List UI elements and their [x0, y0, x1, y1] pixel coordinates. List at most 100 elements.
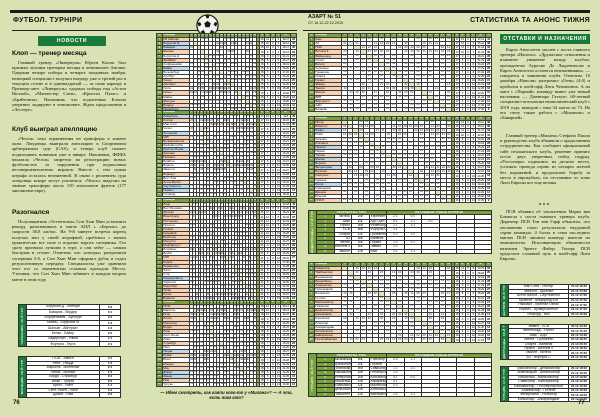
stat-cell: 6 — [274, 53, 282, 59]
stat-cell: 12 — [274, 271, 282, 277]
home-team: Денизлиспор — [333, 387, 352, 393]
table-row: 19 Норвич 3:1 4:0 2:3 2:1 1:3 0:2 3:2 4:0 2:1 3:1 17… — [156, 187, 297, 193]
fixture-table: ГЕРМАНИЯ. 16-Й ТУР Боруссия Д - Лейпциг 3:… — [18, 303, 121, 348]
summary-header: О — [290, 32, 297, 39]
table-row: 19 Брешия 1:0 1:2 0:0 4:0 2:2 1:0 0:0 0:0 3:2 4:1 2:… — [308, 193, 492, 199]
table-row: 15 Удинезе 2:1 0:1 0:0 3:2 1:0 1:2 4:1 3:2 2:1 16 6 0… — [308, 177, 492, 183]
stat-cell: 13 — [469, 197, 477, 204]
history-score — [438, 391, 457, 398]
points-cell: 12 — [290, 381, 297, 388]
opp-number-header: 16 — [239, 299, 244, 306]
fixtures-france: ФРАНЦИЯ. 18-Й ТУР ПСЖ - Амьен 4:1 Ренн - Ни… — [18, 356, 121, 398]
results-header-row: НИДЕРЛАНДЫ. 17-Й ТУР РЕЗУЛЬТАТЫ ТУРА ПОСЛЕ… — [308, 209, 492, 255]
table-row: 10 Аугсбург 0:1 1:0 3:0 3:2 0:2 1:0 3:2 0:2 0:2 2:2… — [156, 74, 297, 80]
away-team: АДО Ден Хааг — [368, 218, 387, 225]
league-label: ФРАНЦИЯ. 18-Й ТУР — [18, 356, 27, 398]
table-header-row: М Команды 1 2 3 4 5 6 7 8 9 10 11 12 13 14 15 16 17 18 И В Н П М… — [156, 32, 297, 39]
opp-number-header: 6 — [203, 197, 207, 204]
opp-number-header: 16 — [239, 109, 244, 116]
joke-caption: — Идем смотреть, как взяли кого-то у «Ми… — [160, 390, 293, 400]
stat-cell: 11 — [274, 175, 282, 181]
table-row: 17 Дижон 0:2 3:1 2:0 1:1 2:0 1:0 3:2 2:2 2:2 2:1 2:1… — [156, 369, 297, 375]
opp-number-header: 4 — [197, 197, 202, 204]
match-value: 22.12 16:00 — [568, 311, 590, 318]
opp-number-header: 12 — [219, 197, 224, 204]
result-row: 9 Зволле 1:0 ВВВ 4:1 1:3 — [309, 248, 492, 255]
history-score: 4:1 — [386, 248, 405, 255]
history-score: 2:4 — [386, 391, 405, 398]
issue-title: АЗАРТ № 51 — [308, 14, 341, 20]
table-row: 13 Бернли 2:2 2:2 0:1 3:1 2:1 2:1 1:0 2:3 4:1 3:0 2:… — [156, 163, 297, 169]
team-name-cell: Мидлсбро — [161, 284, 191, 290]
score-cell: 3:0 — [219, 381, 224, 388]
table-row: 8 Байер 1:3 3:0 2:0 3:1 2:0 1:3 2:3 2:2 1:3 15 8 1 6 29… — [156, 65, 297, 71]
match-pair: Уотфорд - МЮ — [508, 311, 569, 318]
table-row: 12 Айнтрахт 2:2 3:0 3:0 0:0 0:1 2:1 15 6 0 9 24-26 18 — [156, 82, 297, 88]
stat-cell: 13 — [469, 106, 477, 112]
stat-cell: 10 — [469, 173, 477, 179]
table-row: 15 Монако 3:1 0:0 3:1 3:0 2:0 2:3 0:1 1:3 2:1 0:2 18… — [156, 361, 297, 367]
table-row: 20 Уотфорд 2:1 2:2 1:3 3:2 1:1 1:1 4:0 1:0 17 3 0 14 1… — [156, 191, 297, 198]
team-name-cell: Валвейк — [313, 106, 343, 112]
score-cell: 1:1 — [222, 191, 227, 198]
table-row: 1Лидс2:00:20:22:11:02:20:22:21:02:12:021… — [156, 202, 297, 208]
score-cell: 2:3 — [212, 381, 217, 388]
opp-number-header: 14 — [225, 197, 230, 204]
opp-number-header: 11 — [222, 109, 227, 116]
results-table: ТУРЦИЯ. 16-Й ТУР РЕЗУЛЬТАТЫ ТУРА ПОСЛЕДНИЕ… — [308, 352, 492, 398]
page-number-right: 77 — [578, 400, 585, 406]
history-header: ПОСЛЕДНИЕ ОЧНЫЕ ВСТРЕЧИ — [386, 352, 492, 359]
stat-cell: 9 — [274, 226, 282, 232]
stat-cell: 8 — [469, 148, 477, 154]
summary-header: П — [274, 32, 282, 39]
score-cell: 1:0 — [189, 381, 194, 388]
score-cell: 1:0 — [249, 191, 254, 198]
fixtures-england: АНГЛИЯ. 18-Й ТУР Ман Сити - Лестер 21.12 1… — [500, 283, 590, 318]
opp-number-header: 11 — [222, 299, 227, 306]
opp-number-header: 14 — [232, 299, 237, 306]
away-team: Херенвен 23/02 — [368, 214, 387, 220]
stat-cell: 5 — [469, 136, 477, 142]
team-name-cell: Блэкберн — [161, 247, 191, 253]
points-cell: 8 — [485, 106, 492, 112]
article-title: Клуб выиграл апелляцию — [12, 125, 98, 133]
table-row: 5Ноттингем3:13:04:04:02:13:23:01:33:02:3… — [156, 218, 297, 224]
opp-number-header: 23 — [250, 197, 255, 204]
issue-dates: ОТ 16.12-22.12.2019 — [308, 21, 344, 25]
stat-cell: 7 — [469, 53, 477, 59]
stat-cell: 13 — [274, 187, 282, 193]
away-team: Генчлербирлиги — [368, 370, 387, 376]
home-team: Касымпаша — [333, 357, 352, 363]
article-body: «Челси» снял ограничения на трансферы в … — [12, 135, 126, 194]
match-pair: АЗ - Фортуна С — [508, 354, 569, 361]
table-row: 15 Анкарагюджю 0:2 0:1 3:1 1:3 0:1 0:1 0:0 1:2 0:2… — [308, 324, 492, 331]
stat-cell: 8 — [274, 134, 282, 140]
away-team: Антальяспор — [368, 387, 387, 393]
table-header-row: М Команды 1 2 3 4 5 6 7 8 9 10 11 12 13 14 15 16 17 18 И В Н П М… — [308, 32, 492, 39]
table-row: 5 Фейеноорд 2:1 2:0 1:0 0:1 2:2 0:2 2:2 2:1 17 9 1 7 2… — [308, 53, 492, 59]
fixture-table: АНГЛИЯ. 18-Й ТУР Ман Сити - Лестер 21.12 1… — [500, 283, 590, 318]
summary-header: П — [469, 115, 477, 122]
table-header-row: МКоманды12345678910111213141516171819202… — [156, 197, 297, 204]
match-value: 2:0 — [99, 392, 121, 398]
score-cell: 0:2 — [232, 381, 237, 388]
match-score: 1:2 — [351, 391, 370, 398]
score-cell: 1:3 — [209, 191, 214, 198]
opp-number-header: 9 — [211, 197, 216, 204]
league-label: АНГЛИЯ. 18-Й ТУР — [500, 283, 509, 318]
score-cell: 4:0 — [239, 191, 244, 198]
opp-number-header: 21 — [244, 197, 249, 204]
cross-table-turkey: М Команды 1 2 3 4 5 6 7 8 9 10 11 12 13 14 15 16 17 18 И В Н П М… — [308, 261, 492, 343]
stat-cell: 9 — [274, 328, 282, 334]
team-name-cell: Вест Бромвич — [161, 206, 191, 212]
opp-number-header: 17 — [242, 299, 247, 306]
table-row: 6 Аталанта 0:2 2:1 0:0 2:2 2:3 1:2 0:0 4:0 3:2 1:0 1… — [308, 140, 492, 146]
results-netherlands: НИДЕРЛАНДЫ. 17-Й ТУР РЕЗУЛЬТАТЫ ТУРА ПОСЛЕ… — [308, 209, 492, 255]
table-row: 9 Торино 0:2 1:3 4:1 0:2 3:2 1:2 0:0 1:2 2:0 1:2 4:1… — [308, 152, 492, 159]
fixture-row: Дижон - Ним 2:0 — [19, 392, 121, 398]
stat-cell: 8 — [274, 218, 282, 224]
stat-cell: 10 — [469, 189, 477, 195]
